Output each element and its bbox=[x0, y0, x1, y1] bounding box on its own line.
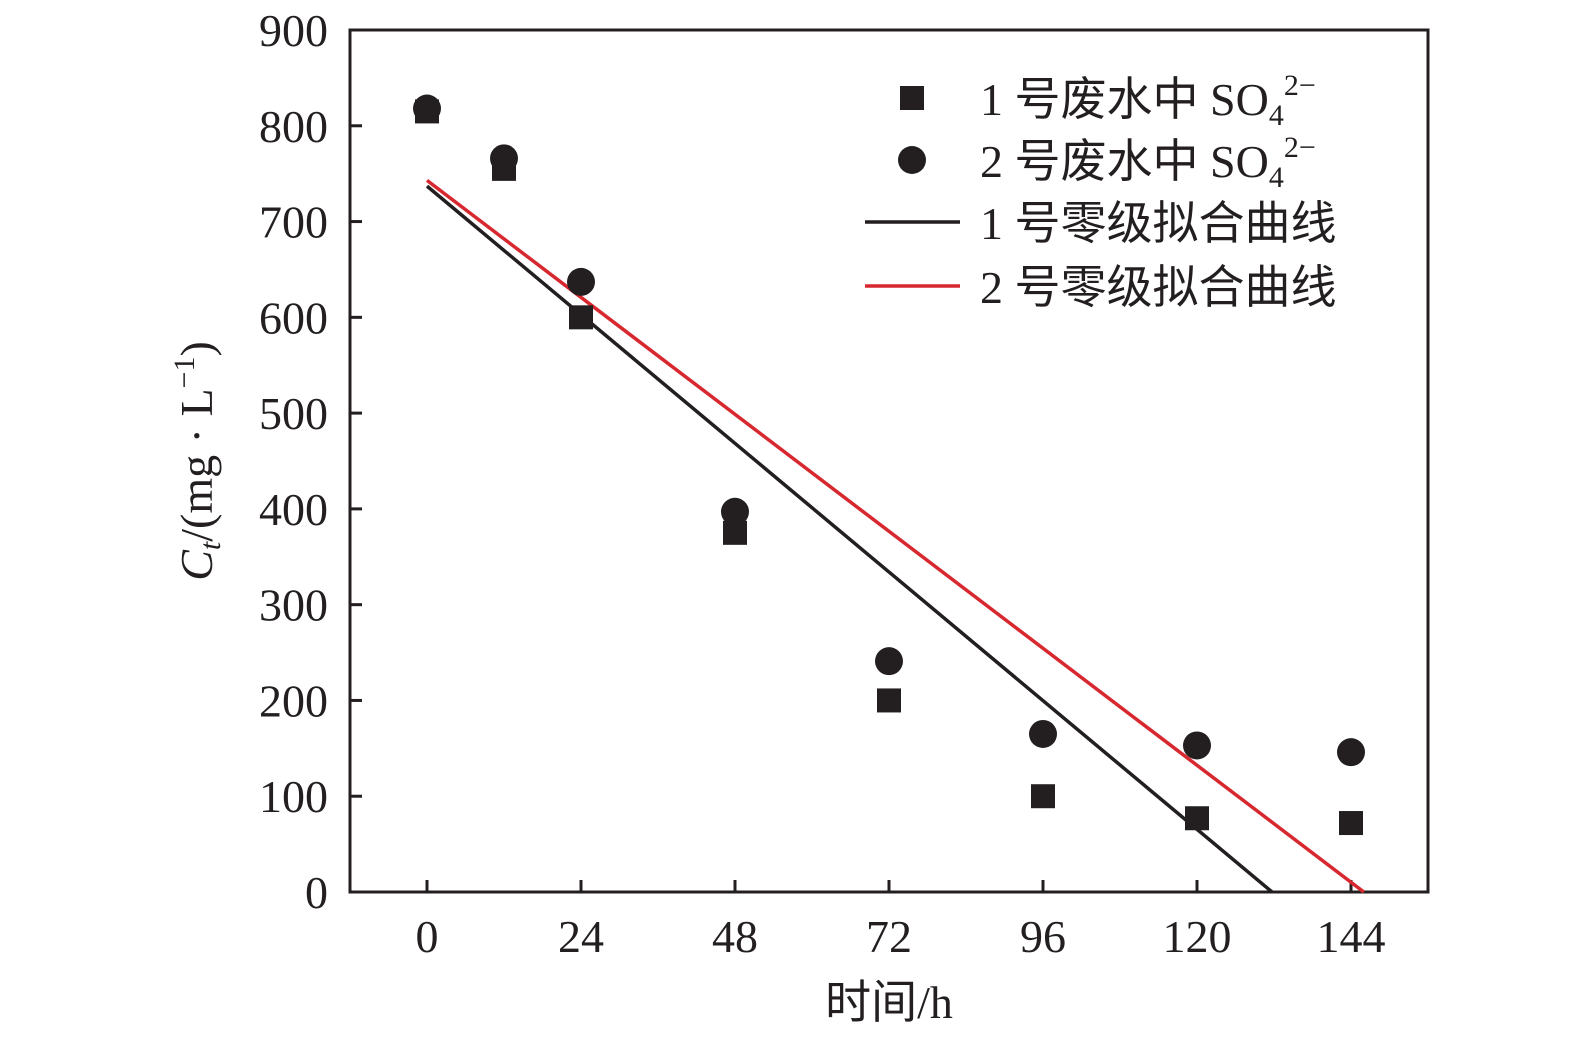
legend-label: 1 号零级拟合曲线 bbox=[980, 198, 1337, 249]
data-point-circle bbox=[567, 267, 595, 296]
fit-line-2 bbox=[425, 178, 1365, 894]
x-axis-title: 时间/h bbox=[825, 977, 953, 1028]
y-tick-label: 0 bbox=[305, 867, 328, 918]
fit-line-1 bbox=[425, 184, 1274, 894]
y-tick-label: 300 bbox=[259, 580, 328, 631]
legend-item: 1 号废水中 SO42− bbox=[900, 69, 1316, 132]
y-tick-label: 200 bbox=[259, 675, 328, 726]
data-point-circle bbox=[721, 497, 749, 526]
data-point-square bbox=[1339, 811, 1363, 836]
data-point-square bbox=[569, 305, 593, 330]
fit-lines bbox=[425, 178, 1365, 894]
x-tick-label: 0 bbox=[416, 911, 439, 962]
data-point-circle bbox=[1183, 731, 1211, 760]
x-tick-label: 72 bbox=[866, 911, 912, 962]
data-point-circle bbox=[875, 647, 903, 676]
data-point-square bbox=[1185, 806, 1209, 831]
legend-item: 2 号废水中 SO42− bbox=[898, 131, 1316, 194]
legend: 1 号废水中 SO42−2 号废水中 SO42−1 号零级拟合曲线 2 号零级拟合… bbox=[865, 69, 1337, 313]
y-tick-label: 800 bbox=[259, 101, 328, 152]
x-axis-ticks: 0 24 48 72 96 120 144 bbox=[416, 880, 1386, 962]
data-point-circle bbox=[1337, 738, 1365, 767]
y-axis-title-exponent: −1 bbox=[168, 357, 201, 389]
y-axis-title-unit: /(mg · L bbox=[171, 388, 222, 541]
legend-label: 2 号零级拟合曲线 bbox=[980, 262, 1337, 313]
x-tick-label: 96 bbox=[1020, 911, 1066, 962]
data-points bbox=[413, 94, 1365, 836]
x-tick-label: 24 bbox=[558, 911, 604, 962]
data-point-circle bbox=[490, 144, 518, 173]
data-point-square bbox=[877, 688, 901, 713]
data-point-circle bbox=[413, 94, 441, 123]
data-point-square bbox=[1031, 784, 1055, 809]
data-point-circle bbox=[1029, 719, 1057, 748]
x-tick-label: 120 bbox=[1163, 911, 1232, 962]
y-axis-title-symbol: C bbox=[171, 549, 222, 581]
y-tick-label: 400 bbox=[259, 484, 328, 535]
x-tick-label: 144 bbox=[1317, 911, 1386, 962]
legend-circle-marker bbox=[898, 146, 926, 174]
legend-item: 1 号零级拟合曲线 bbox=[865, 198, 1337, 249]
y-tick-label: 700 bbox=[259, 197, 328, 248]
legend-label: 1 号废水中 SO42− bbox=[980, 69, 1316, 132]
legend-label: 2 号废水中 SO42− bbox=[980, 131, 1316, 194]
y-tick-label: 900 bbox=[259, 5, 328, 56]
y-axis-ticks: 0 100 200 300 400 500 600 700 800 900 bbox=[259, 5, 362, 918]
y-tick-label: 600 bbox=[259, 292, 328, 343]
y-tick-label: 500 bbox=[259, 388, 328, 439]
y-tick-label: 100 bbox=[259, 771, 328, 822]
legend-square-marker bbox=[900, 86, 924, 110]
legend-item: 2 号零级拟合曲线 bbox=[865, 262, 1337, 313]
x-tick-label: 48 bbox=[712, 911, 758, 962]
y-axis-title-close: ) bbox=[171, 341, 222, 356]
y-axis-title-subscript: t bbox=[194, 541, 227, 550]
y-axis-title: Ct/(mg · L−1) bbox=[168, 341, 227, 581]
